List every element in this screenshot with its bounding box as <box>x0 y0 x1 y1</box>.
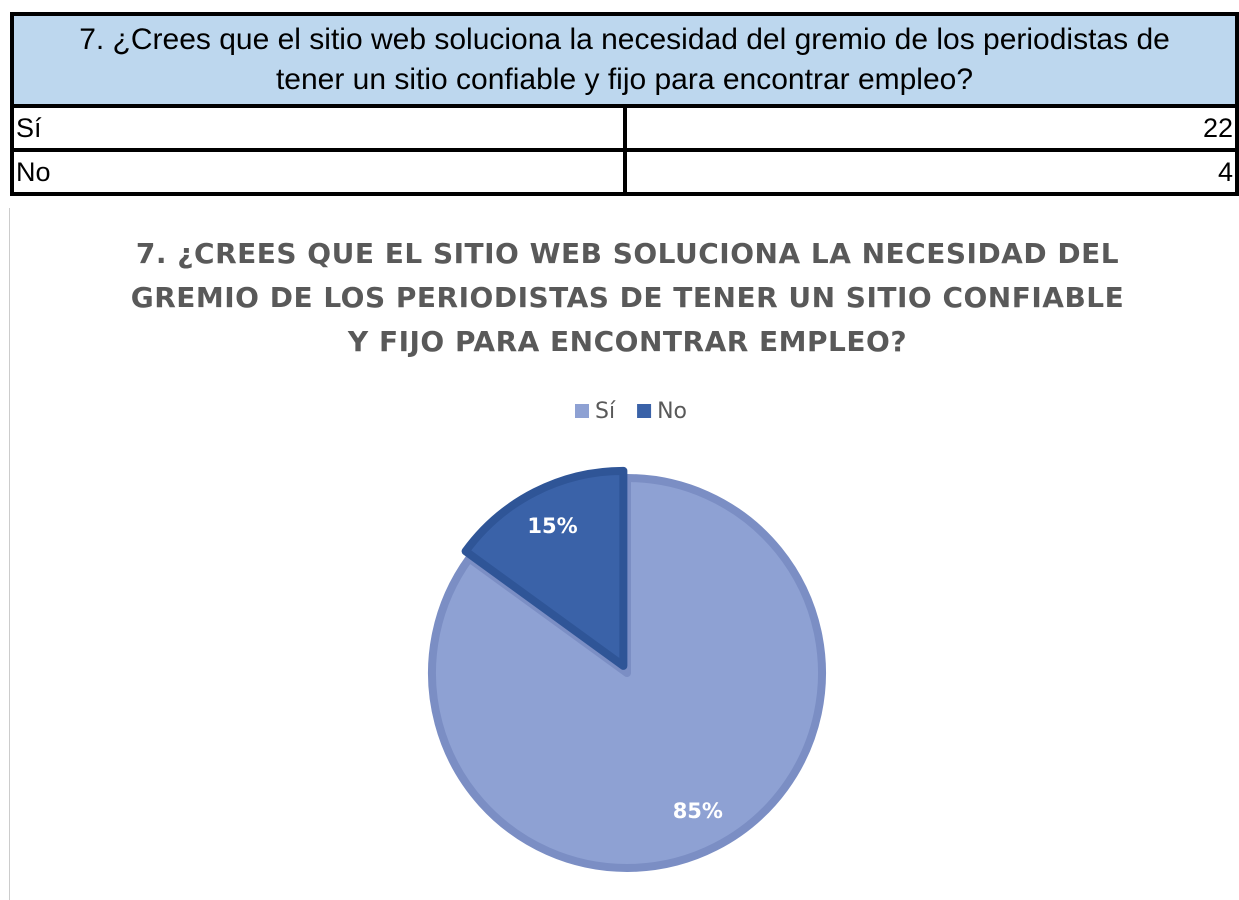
data-label: 85% <box>673 799 723 823</box>
pie-slice <box>428 474 826 872</box>
legend-label: No <box>657 399 687 424</box>
cell: 22 <box>623 104 1239 152</box>
pie-slice <box>461 466 628 670</box>
cell: No <box>10 148 627 196</box>
sheet-border <box>9 208 10 900</box>
chart-title: 7. ¿CREES QUE EL SITIO WEB SOLUCIONA LA … <box>130 237 1125 358</box>
legend-swatch <box>637 404 652 418</box>
legend-swatch <box>575 404 589 418</box>
table-title: 7. ¿Crees que el sitio web soluciona la … <box>10 12 1239 108</box>
cell: 4 <box>623 148 1239 196</box>
data-table: 7. ¿Crees que el sitio web soluciona la … <box>10 12 1239 196</box>
cell: Sí <box>10 104 627 152</box>
legend-label: Sí <box>595 399 616 424</box>
data-label: 15% <box>527 514 577 538</box>
